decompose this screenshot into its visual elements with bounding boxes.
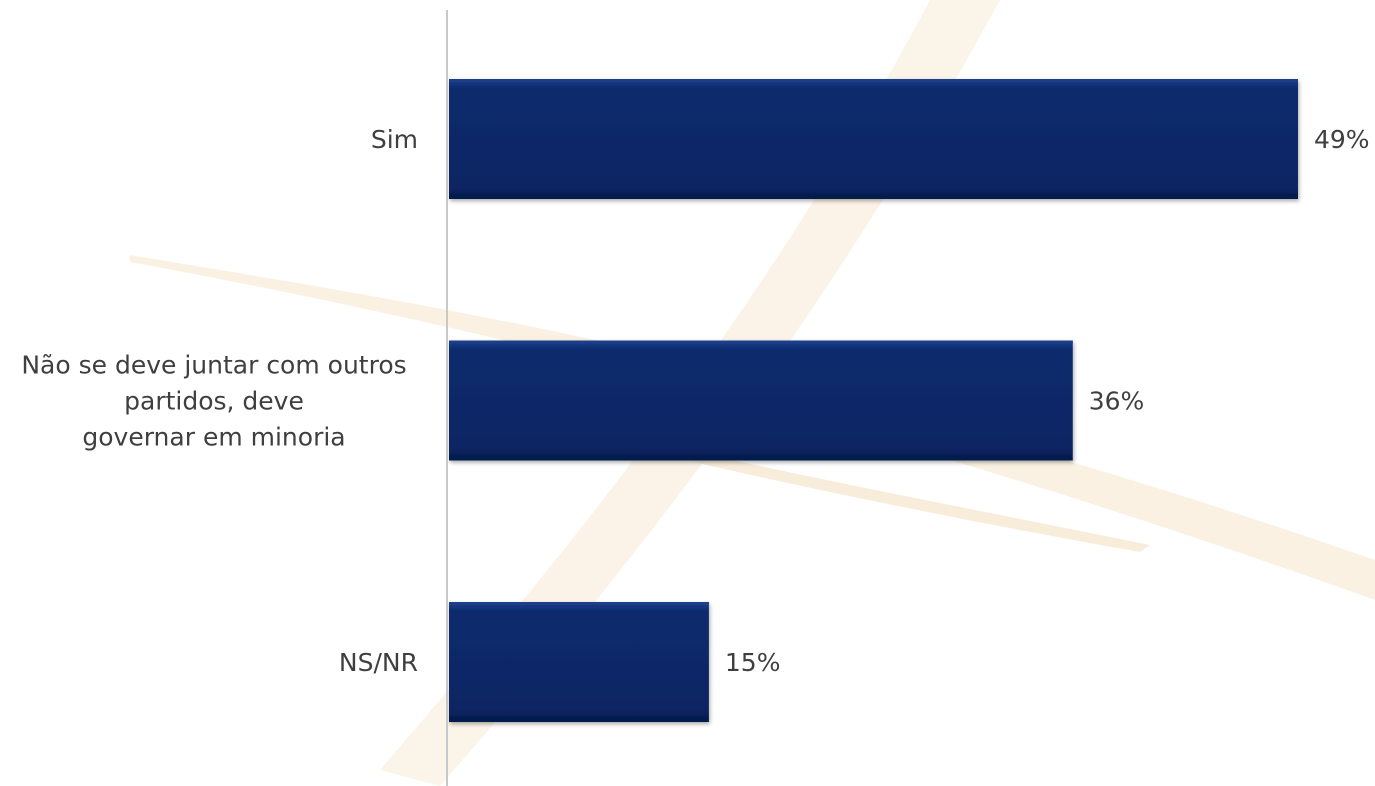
bar-highlight [449, 79, 1298, 82]
bars-group [449, 79, 1298, 722]
category-label-line: NS/NR [339, 648, 418, 677]
bar [449, 340, 1073, 461]
category-label-line: partidos, deve [124, 387, 304, 416]
value-label: 36% [1089, 387, 1145, 416]
bar-highlight [449, 602, 709, 605]
bar-highlight [449, 340, 1073, 344]
value-labels: 49% 36% 15% [725, 125, 1370, 677]
category-label-line: Sim [371, 125, 418, 154]
value-label: 49% [1314, 125, 1370, 154]
category-label: Não se deve juntar com outros partidos, d… [21, 351, 406, 452]
category-label: NS/NR [339, 648, 418, 677]
category-label: Sim [371, 125, 418, 154]
bar [449, 79, 1298, 199]
category-label-line: Não se deve juntar com outros [21, 351, 406, 380]
value-label: 15% [725, 648, 781, 677]
category-label-line: governar em minoria [82, 423, 345, 452]
bar [449, 602, 709, 722]
category-labels: Sim Não se deve juntar com outros partidos… [21, 125, 418, 677]
